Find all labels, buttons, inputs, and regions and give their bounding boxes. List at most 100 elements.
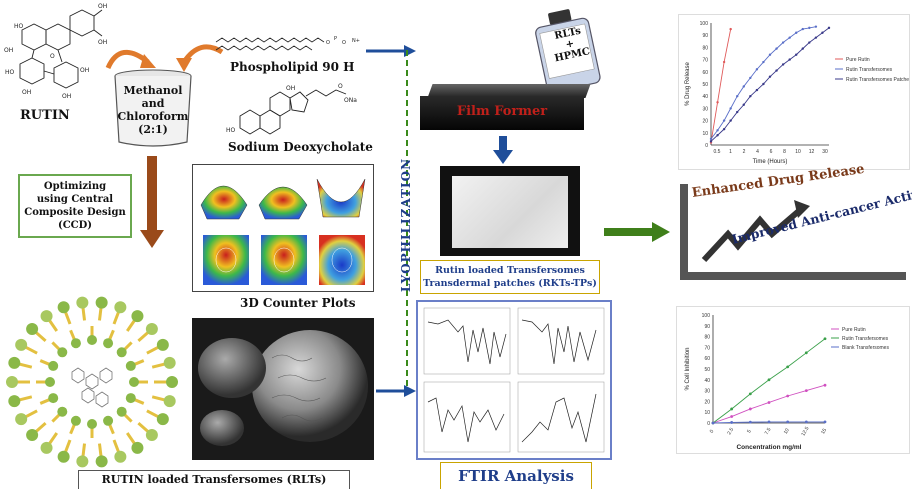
data-point — [716, 101, 719, 104]
x-tick-label: 2.5 — [726, 427, 735, 436]
lipid-head — [40, 310, 53, 323]
data-point — [748, 420, 752, 424]
data-point — [804, 420, 808, 424]
legend-label: Pure Rutin — [842, 327, 866, 333]
data-point — [755, 88, 759, 92]
blue-arrow-bottom — [376, 385, 416, 397]
x-tick-label: 12 — [809, 149, 815, 155]
blue-down-arrow — [493, 136, 513, 164]
drug-release-chart: 0 10 20 30 40 50 60 70 80 90 100 0.5 1 2 4 6 8 10 12 30 Time… — [678, 14, 912, 170]
x-axis-title: Time (Hours) — [753, 159, 788, 165]
y-tick-label: 90 — [702, 33, 708, 39]
y-tick-label: 50 — [702, 82, 708, 88]
data-point — [729, 119, 732, 122]
legend-label: Rutin Transfersomes Patches — [846, 77, 909, 83]
data-point — [827, 26, 831, 30]
lipid-head — [57, 347, 68, 358]
lipid-head — [87, 335, 97, 345]
y-tick-label: 60 — [702, 70, 708, 76]
lipid-head — [15, 338, 28, 351]
ftir-label-box: FTIR Analysis — [440, 462, 592, 489]
svg-text:O: O — [50, 53, 55, 60]
lipid-head — [114, 301, 127, 314]
lipid-head — [156, 413, 169, 426]
data-point — [736, 110, 739, 114]
contour-plots-panel — [192, 164, 374, 292]
y-tick-label: 100 — [702, 313, 711, 319]
lipid-head — [163, 395, 176, 408]
lipid-head — [116, 406, 127, 417]
contour-caption: 3D Counter Plots — [240, 296, 356, 310]
data-point — [767, 401, 771, 404]
lipid-head — [57, 450, 70, 463]
data-point — [749, 95, 752, 98]
y-tick-label: 80 — [702, 45, 708, 51]
data-point — [749, 76, 752, 80]
data-point — [767, 420, 771, 424]
x-tick-label: 4 — [756, 149, 759, 155]
x-tick-label: 1 — [729, 149, 732, 155]
y-tick-label: 70 — [702, 58, 708, 64]
ccd-box: Optimizing using Central Composite Desig… — [18, 174, 132, 238]
lipid-head — [129, 377, 139, 387]
data-point — [755, 68, 759, 71]
cell-inhibition-chart: 0 10 20 30 40 50 60 70 80 90 100 0 2.5 5 7.5 10 12.5 15 Co… — [676, 306, 910, 454]
data-point — [804, 389, 808, 392]
lipid-head — [87, 419, 97, 429]
ftir-spectra — [423, 307, 605, 453]
data-point — [742, 103, 745, 106]
data-point — [709, 140, 713, 143]
x-tick-label: 10 — [795, 149, 801, 155]
data-point — [709, 137, 713, 141]
x-axis-title: Concentration mg/ml — [736, 444, 801, 451]
beaker-text: Methanol and Chloroform (2:1) — [117, 84, 189, 136]
x-tick-label: 7.5 — [764, 427, 773, 436]
y-tick-label: 40 — [704, 378, 710, 384]
y-tick-label: 60 — [704, 356, 710, 362]
deoxycholate-label: Sodium Deoxycholate — [228, 140, 373, 154]
lipid-head — [26, 429, 39, 442]
svg-text:OH: OH — [22, 89, 31, 96]
x-tick-label: 5 — [746, 429, 753, 435]
lipid-head — [166, 376, 178, 388]
lipid-head — [145, 429, 158, 442]
data-point — [801, 27, 804, 31]
svg-text:O: O — [326, 40, 330, 46]
patch-caption-box: Rutin loaded Transfersomes Transdermal p… — [420, 260, 600, 294]
rlt-caption-box: RUTIN loaded Transfersomes (RLTs) — [78, 470, 350, 489]
lipid-head — [116, 347, 127, 358]
data-point — [775, 69, 778, 72]
data-point — [768, 53, 772, 56]
y-tick-label: 20 — [704, 399, 710, 405]
rutin-label: RUTIN — [20, 108, 70, 123]
data-point — [801, 47, 804, 50]
data-point — [788, 36, 791, 39]
lipid-head — [6, 376, 18, 388]
lipid-head — [125, 393, 136, 404]
lyophilization-line — [406, 50, 408, 390]
rutin-structure: HO OH O OH OH HO OH OH OH — [4, 3, 107, 100]
y-tick-label: 30 — [704, 389, 710, 395]
y-tick-label: 70 — [704, 345, 710, 351]
y-tick-label: 90 — [704, 324, 710, 330]
x-tick-label: 0.5 — [714, 149, 721, 155]
data-point — [788, 58, 791, 61]
surface-row — [200, 178, 366, 220]
lipid-head — [76, 455, 89, 468]
legend-label: Rutin Transfersomes — [842, 336, 889, 342]
lipid-head — [125, 360, 136, 371]
x-tick-label: 6 — [770, 149, 773, 155]
data-point — [722, 127, 726, 131]
green-right-arrow — [604, 222, 670, 242]
surface-plots — [200, 178, 366, 285]
svg-text:HO: HO — [226, 127, 236, 134]
bottle-icon — [535, 9, 601, 93]
inner-heads — [36, 326, 148, 438]
svg-text:HO: HO — [5, 69, 15, 76]
y-tick-label: 100 — [700, 21, 709, 27]
svg-text:OH: OH — [62, 93, 71, 100]
data-point — [730, 415, 734, 418]
data-point — [808, 26, 811, 30]
y-tick-label: 30 — [702, 106, 708, 112]
